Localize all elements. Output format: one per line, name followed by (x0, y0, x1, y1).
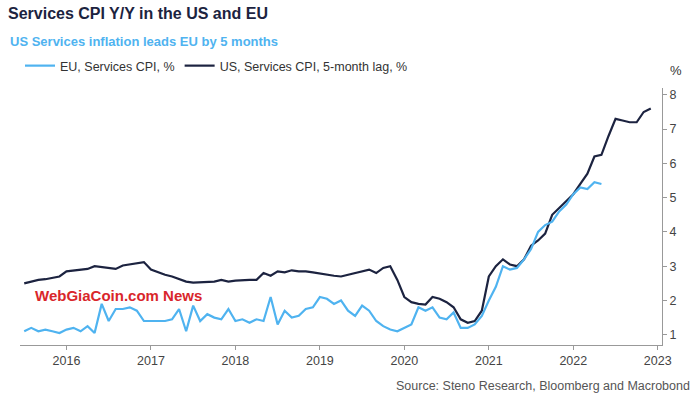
svg-text:Source: Steno Research, Bloomb: Source: Steno Research, Bloomberg and Ma… (396, 379, 690, 393)
svg-text:6: 6 (670, 157, 677, 171)
svg-text:2017: 2017 (137, 354, 165, 368)
svg-text:7: 7 (670, 122, 677, 136)
svg-text:8: 8 (670, 88, 677, 102)
svg-text:3: 3 (670, 260, 677, 274)
svg-text:2023: 2023 (644, 354, 672, 368)
svg-text:2021: 2021 (475, 354, 503, 368)
svg-text:Services CPI Y/Y in the US and: Services CPI Y/Y in the US and EU (8, 5, 268, 22)
svg-text:EU, Services CPI, %: EU, Services CPI, % (60, 60, 175, 74)
svg-text:US Services inflation leads EU: US Services inflation leads EU by 5 mont… (10, 34, 278, 49)
svg-text:2020: 2020 (390, 354, 418, 368)
svg-text:2: 2 (670, 294, 677, 308)
svg-text:2016: 2016 (53, 354, 81, 368)
svg-text:2022: 2022 (559, 354, 587, 368)
svg-text:2019: 2019 (306, 354, 334, 368)
svg-text:WebGiaCoin.com News: WebGiaCoin.com News (35, 287, 202, 304)
svg-text:5: 5 (670, 191, 677, 205)
svg-text:US, Services CPI, 5-month lag,: US, Services CPI, 5-month lag, % (220, 60, 408, 74)
svg-text:%: % (670, 63, 682, 78)
svg-text:4: 4 (670, 225, 677, 239)
svg-text:2018: 2018 (222, 354, 250, 368)
svg-text:1: 1 (670, 328, 677, 342)
